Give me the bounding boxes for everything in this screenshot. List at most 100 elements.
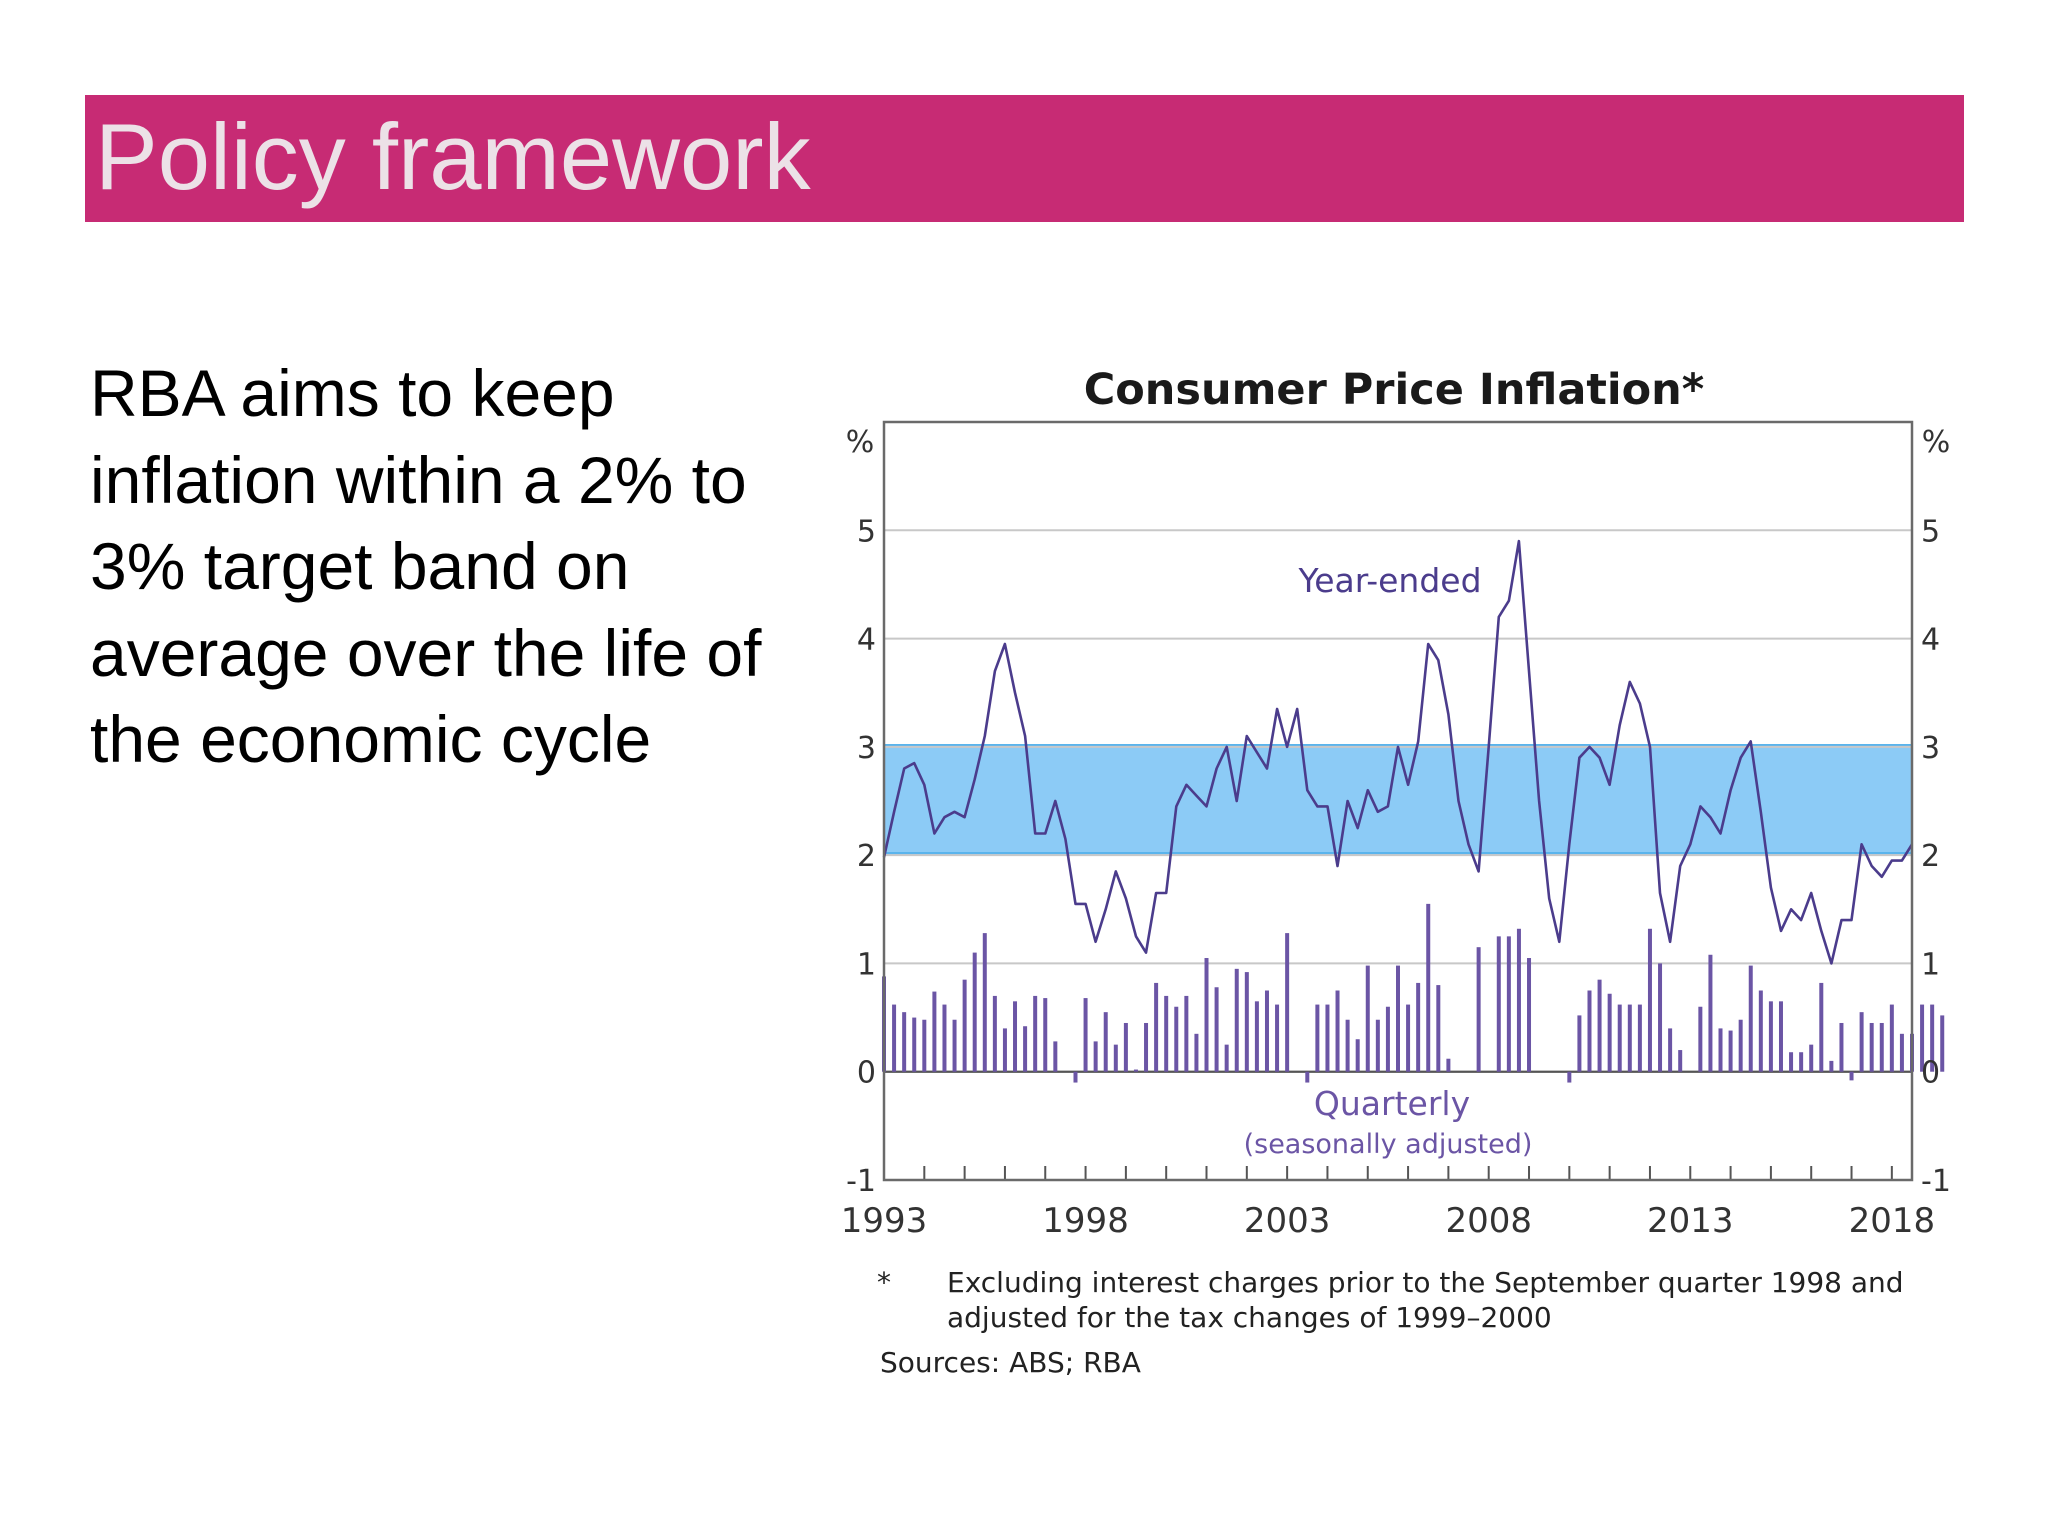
quarterly-bar (1849, 1071, 1854, 1081)
quarterly-bar (1345, 1019, 1350, 1072)
quarterly-bar (1133, 1069, 1138, 1072)
y-tick-label-left: 0 (857, 1056, 876, 1091)
quarterly-bar (1637, 1004, 1642, 1072)
quarterly-bar (1617, 1004, 1622, 1072)
footnote-marker: * (877, 1266, 891, 1299)
quarterly-bar (1355, 1039, 1360, 1072)
y-tick-label-right: -1 (1921, 1164, 1951, 1199)
quarterly-bar (1899, 1033, 1904, 1072)
quarterly-bar (1385, 1006, 1390, 1072)
quarterly-bar (1204, 958, 1209, 1072)
y-tick-label-right: 2 (1921, 839, 1940, 874)
quarterly-bar (1879, 1022, 1884, 1072)
x-tick-label: 1998 (1042, 1201, 1129, 1241)
y-tick-label-right: 4 (1921, 623, 1940, 658)
x-tick-label: 2003 (1244, 1201, 1331, 1241)
y-tick-label-right: 5 (1921, 514, 1940, 549)
slide-title: Policy framework (95, 104, 811, 209)
x-tick-label: 2008 (1445, 1201, 1532, 1241)
quarterly-bar (1083, 998, 1088, 1072)
quarterly-bar (1375, 1019, 1380, 1072)
quarterly-bar (1597, 979, 1602, 1072)
quarterly-bar (1123, 1022, 1128, 1072)
quarterly-bar (1144, 1022, 1149, 1072)
quarterly-bar (1506, 936, 1511, 1072)
quarterly-bar (1315, 1004, 1320, 1072)
quarterly-bar (1244, 972, 1249, 1072)
quarterly-bar (1033, 995, 1038, 1072)
quarterly-bar (1728, 1030, 1733, 1072)
quarterly-bar (1920, 1004, 1925, 1072)
quarterly-bar (1264, 990, 1269, 1072)
quarterly-bar (1799, 1052, 1804, 1072)
quarterly-bar (1224, 1044, 1229, 1072)
quarterly-bar (1859, 1012, 1864, 1072)
quarterly-bar (1577, 1015, 1582, 1072)
quarterly-bar (1839, 1022, 1844, 1072)
x-tick-marks (883, 1166, 1893, 1180)
quarterly-bar (1940, 1015, 1945, 1072)
title-banner: Policy framework (85, 95, 1964, 222)
quarterly-bar (962, 979, 967, 1072)
quarterly-bar (1174, 1006, 1179, 1072)
quarterly-bar (1285, 933, 1290, 1072)
quarterly-bar (1587, 990, 1592, 1072)
y-axis-labels-left: -1 0 1 2 3 4 5 (846, 514, 876, 1199)
quarterly-bar (1436, 985, 1441, 1072)
year-ended-line (882, 539, 1914, 965)
y-tick-label-right: 3 (1921, 731, 1940, 766)
quarterly-bar (1013, 1001, 1018, 1072)
plot-frame (882, 420, 1914, 1182)
quarterly-bar (1023, 1026, 1028, 1072)
quarterly-bar (1406, 1004, 1411, 1072)
quarterly-bar (1607, 993, 1612, 1072)
quarterly-bar (1758, 990, 1763, 1072)
quarterly-bar (1234, 968, 1239, 1072)
quarterly-bar (1889, 1004, 1894, 1072)
quarterly-bar (1476, 947, 1481, 1072)
quarterly-bar (1789, 1052, 1794, 1072)
quarterly-bar (1194, 1033, 1199, 1072)
quarterly-bar (1396, 965, 1400, 1072)
quarterly-bar (1698, 1006, 1703, 1072)
quarterly-bar (1516, 928, 1521, 1072)
quarterly-bar (972, 952, 977, 1072)
quarterly-bar (1748, 965, 1753, 1072)
quarterly-bars (882, 903, 1945, 1083)
quarterly-bar (982, 933, 987, 1072)
quarterly-sublabel: (seasonally adjusted) (1244, 1129, 1533, 1160)
quarterly-bar (1718, 1028, 1723, 1072)
y-axis-labels-right: -1 0 1 2 3 4 5 (1921, 514, 1951, 1199)
quarterly-bar (1778, 1001, 1783, 1072)
y-tick-label-left: 2 (857, 839, 876, 874)
sources-note: Sources: ABS; RBA (880, 1346, 1141, 1379)
quarterly-bar (1668, 1028, 1673, 1072)
x-axis-labels: 1993 1998 2003 2008 2013 2018 (841, 1201, 1935, 1241)
quarterly-bar (942, 1004, 947, 1072)
y-tick-label-left: -1 (846, 1164, 876, 1199)
quarterly-bar (1164, 995, 1169, 1072)
quarterly-bar (1446, 1058, 1451, 1072)
quarterly-bar (1335, 990, 1340, 1072)
quarterly-bar (1184, 995, 1189, 1072)
quarterly-label: Quarterly (1314, 1084, 1470, 1123)
quarterly-bar (1093, 1041, 1098, 1072)
quarterly-bar (1426, 903, 1431, 1072)
quarterly-bar (1738, 1019, 1743, 1072)
y-tick-label-left: 3 (857, 731, 876, 766)
quarterly-bar (1325, 1004, 1330, 1072)
quarterly-bar (1496, 936, 1501, 1072)
quarterly-bar (1275, 1004, 1280, 1072)
y-tick-label-right: 0 (1921, 1056, 1940, 1091)
quarterly-bar (1819, 982, 1824, 1072)
quarterly-bar (1829, 1060, 1834, 1072)
year-ended-label: Year-ended (1297, 561, 1481, 600)
y-unit-left: % (846, 425, 875, 460)
quarterly-bar (912, 1017, 917, 1072)
quarterly-bar (1305, 1071, 1310, 1083)
x-tick-label: 2013 (1647, 1201, 1734, 1241)
quarterly-bar (892, 1004, 897, 1072)
footnote-line-2: adjusted for the tax changes of 1999–200… (947, 1301, 1552, 1334)
y-tick-label-left: 4 (857, 623, 876, 658)
quarterly-bar (1678, 1050, 1683, 1072)
